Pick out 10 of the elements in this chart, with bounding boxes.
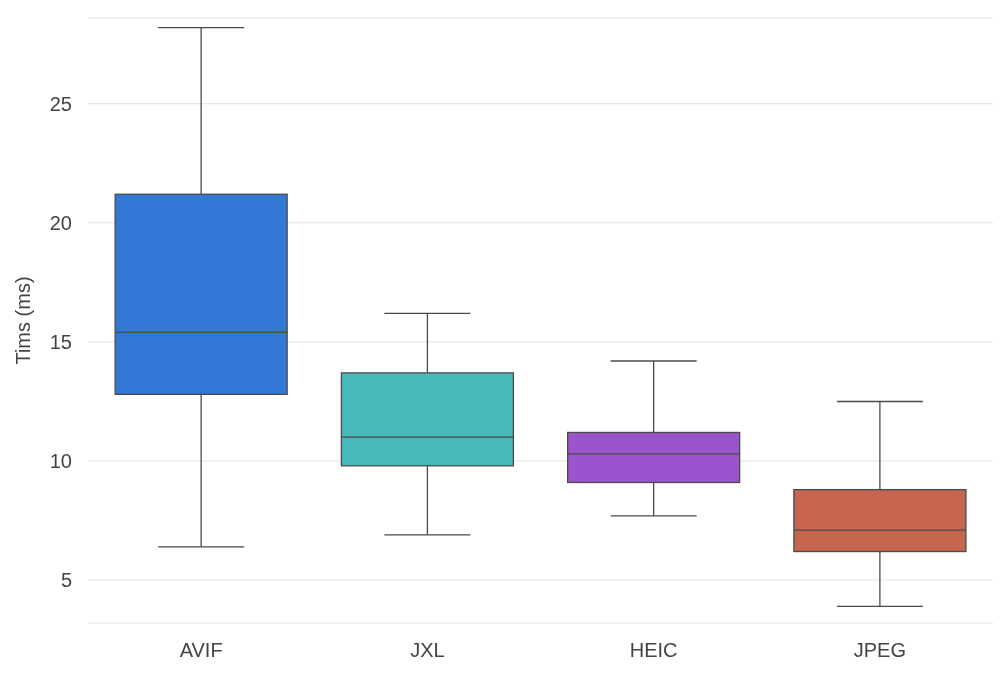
x-tick-label: AVIF [179,639,223,662]
x-tick-label: HEIC [629,639,678,662]
x-tick-label: JPEG [853,639,906,662]
y-tick-label: 20 [49,211,72,234]
y-tick-label: 10 [49,450,72,473]
y-tick-label: 5 [60,569,72,592]
y-axis-title: Tims (ms) [12,276,35,365]
y-tick-label: 15 [49,331,72,354]
x-tick-label: JXL [410,639,445,662]
y-tick-label: 25 [49,92,72,115]
